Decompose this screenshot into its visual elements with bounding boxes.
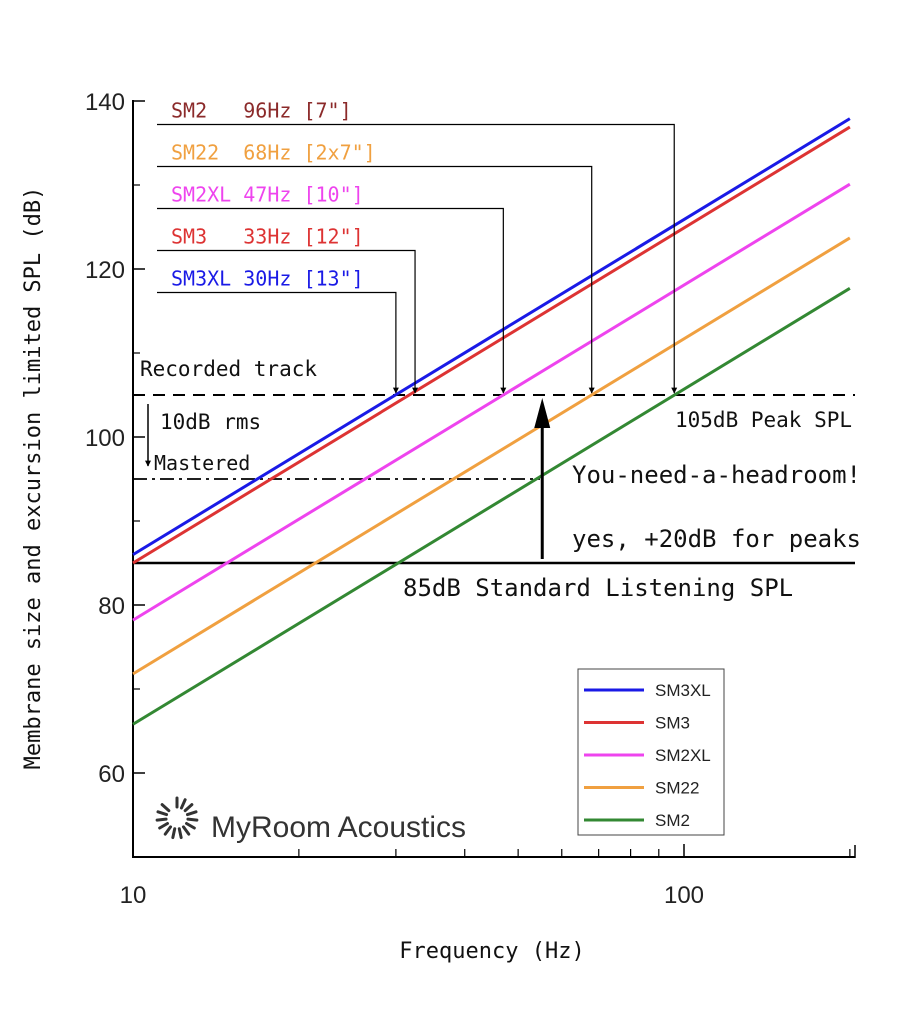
sunburst-ray (179, 798, 187, 810)
series-line-sm3xl (132, 117, 851, 556)
sunburst-ray (163, 825, 173, 836)
callout-label-bg (165, 141, 410, 164)
series-line-sm3 (132, 125, 851, 565)
rms-label: 10dB rms (160, 410, 261, 434)
y-tick-label: 80 (98, 593, 125, 620)
sunburst-ray (158, 822, 169, 830)
sunburst-ray (186, 817, 199, 822)
y-tick-label: 140 (85, 89, 125, 116)
logo: MyRoom Acoustics (155, 796, 466, 844)
series-line-sm2 (132, 287, 851, 726)
legend-label-sm22: SM22 (655, 779, 699, 798)
y-tick-label: 120 (85, 257, 125, 284)
callout-label-sm2xl: SM2XL 47Hz [10"] (171, 183, 364, 207)
callout-arrow-sm2xl (157, 207, 507, 394)
legend-label-sm2: SM2 (655, 811, 690, 830)
sunburst-ray (156, 810, 169, 817)
y-tick-label: 60 (98, 761, 125, 788)
x-ticks: 10 100 (120, 844, 851, 909)
sunburst-icon (155, 796, 199, 840)
callout-arrow-sm22 (157, 165, 595, 394)
peaks-label: yes, +20dB for peaks (572, 525, 861, 553)
x-tick-label: 100 (664, 882, 704, 909)
recorded-track-label: Recorded track (140, 357, 317, 381)
callout-label-bg (165, 267, 410, 290)
legend-label-sm3xl: SM3XL (655, 681, 711, 700)
legend-label-sm2xl: SM2XL (655, 746, 711, 765)
legend-box (577, 668, 725, 836)
series-lines (132, 117, 851, 726)
y-ticks: 60 80 100 120 140 (85, 89, 145, 788)
sunburst-ray (177, 827, 183, 840)
speaker-callouts: SM2 96Hz [7"] SM22 68Hz [2x7"] SM2XL 47Hz … (157, 99, 678, 394)
sunburst-ray (160, 803, 171, 813)
callout-arrow-sm3 (157, 249, 419, 394)
callout-label-bg (165, 99, 410, 122)
peak-spl-label: 105dB Peak SPL (675, 408, 852, 432)
callout-label-bg (165, 225, 410, 248)
sunburst-ray (185, 822, 196, 830)
headroom-arrowhead (534, 398, 551, 428)
sunburst-ray (155, 817, 168, 822)
callout-label-sm2: SM2 96Hz [7"] (171, 99, 352, 123)
x-axis-title: Frequency (Hz) (399, 939, 584, 964)
headroom-label: You-need-a-headroom! (572, 461, 861, 489)
callout-arrow-sm2 (157, 123, 678, 394)
standard-listening-label: 85dB Standard Listening SPL (403, 574, 793, 602)
series-line-sm2xl (132, 182, 851, 622)
callout-label-sm3xl: SM3XL 30Hz [13"] (171, 267, 364, 291)
x-tick-label: 10 (120, 882, 147, 909)
sunburst-ray (171, 827, 177, 840)
sunburst-ray (181, 825, 191, 836)
series-line-sm22 (132, 236, 851, 676)
mastered-label: Mastered (154, 451, 250, 475)
callout-label-sm22: SM22 68Hz [2x7"] (171, 141, 376, 165)
legend-label-sm3: SM3 (655, 714, 690, 733)
sunburst-ray (183, 803, 194, 813)
callout-label-sm3: SM3 33Hz [12"] (171, 225, 364, 249)
logo-text: MyRoom Acoustics (211, 811, 466, 844)
sunburst-ray (185, 810, 198, 817)
callout-arrow-sm3xl (157, 291, 399, 394)
legend: SM3XL SM3 SM2XL SM22 SM2 (584, 681, 711, 830)
y-tick-label: 100 (85, 425, 125, 452)
callout-label-bg (165, 183, 410, 206)
y-axis-title: Membrane size and excursion limited SPL … (21, 187, 46, 770)
